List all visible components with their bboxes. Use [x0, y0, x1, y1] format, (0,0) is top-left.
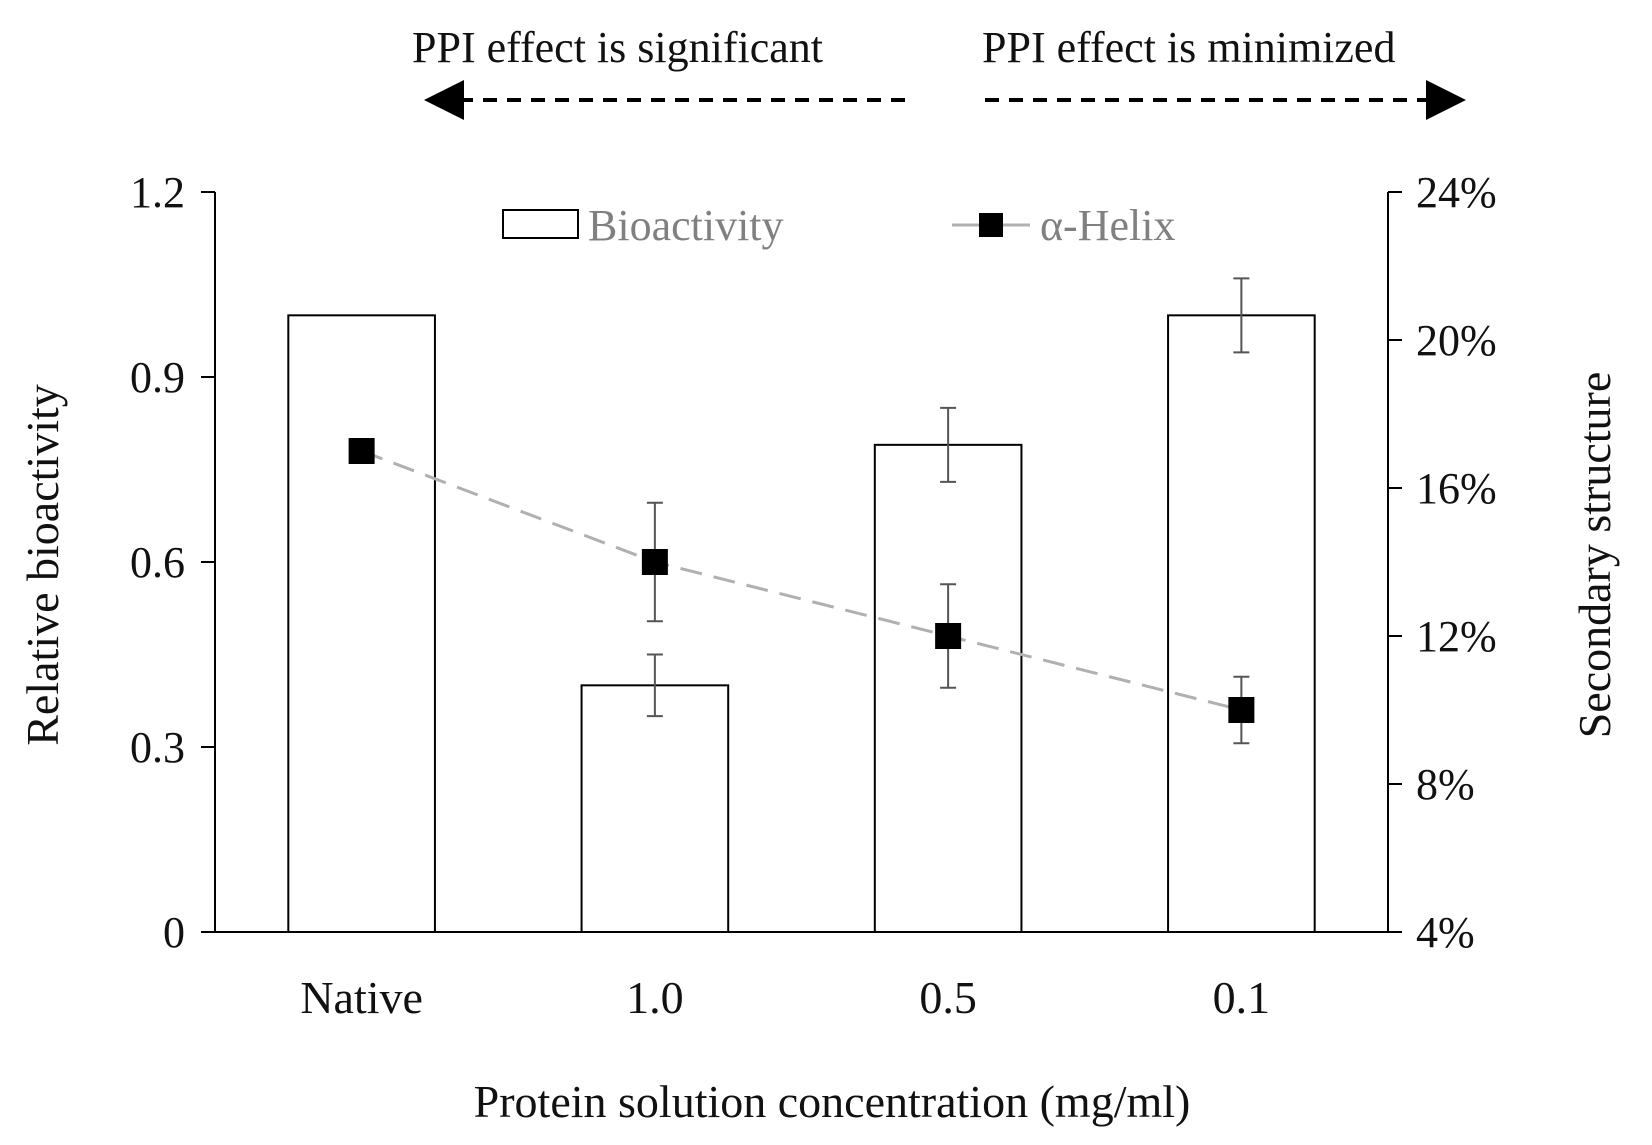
bar: [287, 314, 436, 934]
legend-bioactivity-label: Bioactivity: [588, 201, 784, 250]
right-axis: 4% 8% 12% 16% 20% 24%: [1387, 168, 1497, 957]
legend-helix-marker: [979, 213, 1003, 237]
annotations: PPI effect is significant PPI effect is …: [412, 23, 1466, 120]
left-tick-label: 0: [163, 908, 185, 957]
annotation-right-text: PPI effect is minimized: [982, 23, 1395, 72]
legend: Bioactivity α-Helix: [502, 201, 1175, 250]
y2-axis-title: Secondary structure: [1569, 372, 1620, 739]
y-axis-title: Relative bioactivity: [17, 384, 68, 746]
right-tick-label: 8%: [1416, 760, 1475, 809]
x-tick-label: 1.0: [626, 972, 684, 1023]
x-axis-title: Protein solution concentration (mg/ml): [474, 1076, 1191, 1127]
helix-marker: [641, 549, 668, 575]
right-tick-label: 20%: [1416, 316, 1497, 365]
left-tick-label: 0.6: [130, 538, 185, 587]
helix-line: [361, 449, 1242, 712]
helix-marker: [935, 623, 962, 649]
legend-helix-label: α-Helix: [1040, 201, 1175, 250]
bar: [1167, 314, 1316, 934]
left-axis: 0 0.3 0.6 0.9 1.2: [130, 168, 216, 957]
helix-marker: [1228, 697, 1255, 723]
x-tick-label: 0.5: [919, 972, 977, 1023]
left-tick-label: 0.9: [130, 353, 185, 402]
helix-line-group: [348, 438, 1255, 745]
left-tick-label: 0.3: [130, 723, 185, 772]
bars: [287, 277, 1316, 934]
right-tick-label: 16%: [1416, 464, 1497, 513]
left-tick-label: 1.2: [130, 168, 185, 217]
bar: [580, 684, 730, 933]
x-tick-label: Native: [300, 972, 423, 1023]
right-tick-label: 24%: [1416, 168, 1497, 217]
right-tick-label: 4%: [1416, 908, 1475, 957]
x-tick-label: 0.1: [1213, 972, 1271, 1023]
legend-bioactivity-swatch: [502, 209, 579, 239]
helix-marker: [348, 438, 375, 464]
annotation-left-text: PPI effect is significant: [412, 23, 823, 72]
x-tick-labels: Native 1.0 0.5 0.1: [300, 972, 1270, 1023]
right-tick-label: 12%: [1416, 612, 1497, 661]
